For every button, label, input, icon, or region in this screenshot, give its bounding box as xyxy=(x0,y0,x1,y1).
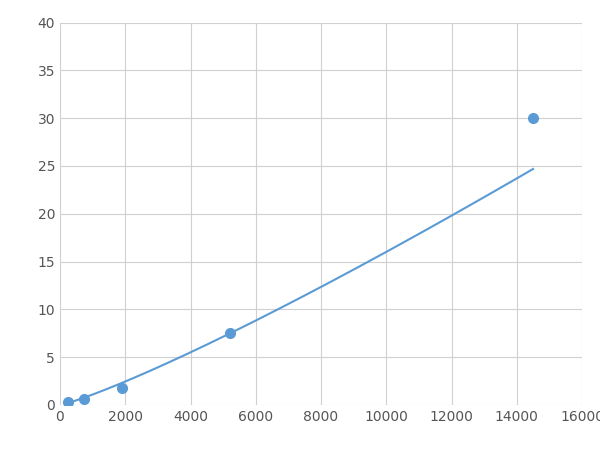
Point xyxy=(64,399,73,406)
Point xyxy=(225,330,235,337)
Point xyxy=(117,384,127,392)
Point xyxy=(528,114,538,122)
Point xyxy=(80,396,89,403)
